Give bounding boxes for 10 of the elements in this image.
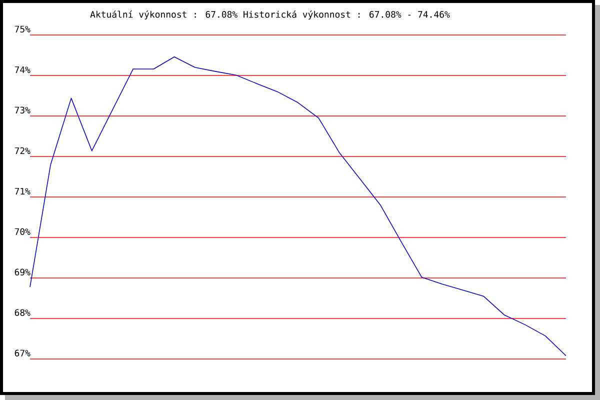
y-tick-label: 68% [14,309,30,316]
chart-title: Aktuální výkonnost : 67.08% Historická výkonnost : 67.08% - 74.46% [90,10,450,20]
y-tick-label: 70% [14,228,30,235]
y-tick-label: 72% [14,147,30,154]
y-tick-label: 69% [14,268,30,276]
y-tick-label: 74% [14,66,30,73]
y-tick-label: 75% [14,26,30,32]
y-tick-label: 73% [14,106,30,114]
y-tick-label: 67% [14,350,30,356]
y-tick-label: 71% [14,188,30,194]
